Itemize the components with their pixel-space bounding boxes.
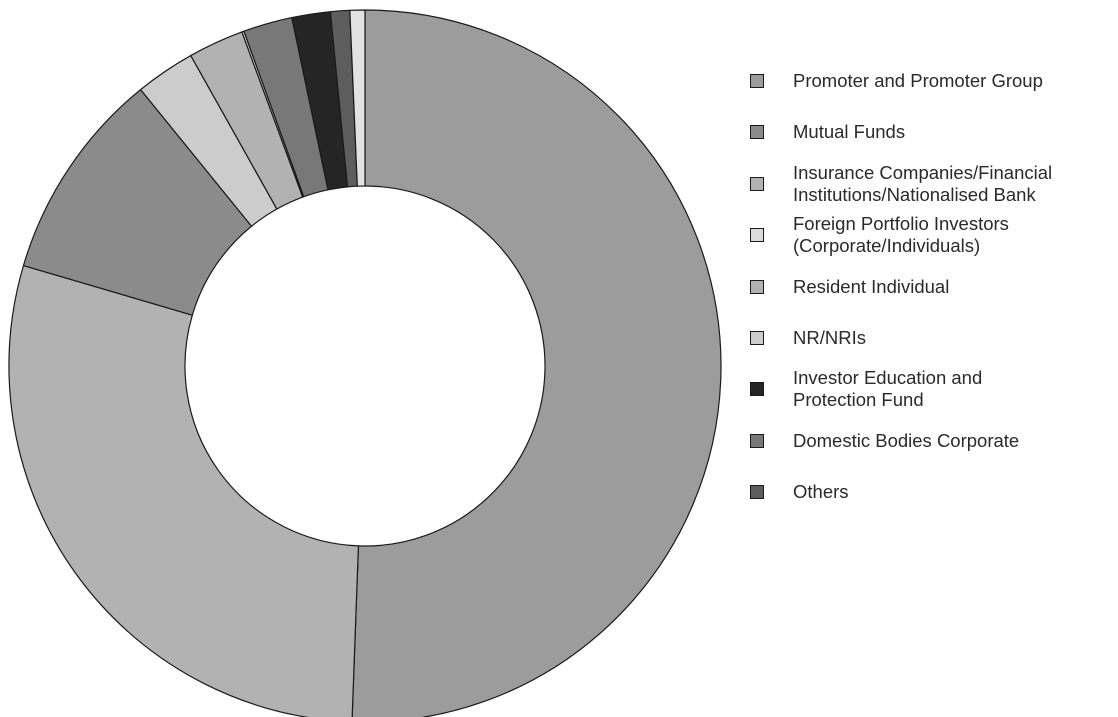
legend-label: Insurance Companies/Financial Institutio… [793,161,1053,205]
legend-swatch [750,331,764,345]
slice-promoter-and-promoter-group [351,9,722,717]
legend-label: Resident Individual [793,275,950,297]
legend-swatch [750,382,764,397]
chart-legend: Promoter and Promoter Group Mutual Funds I… [750,0,1118,717]
legend-item-nr-nris: NR/NRIs [750,313,1118,363]
legend-label: Mutual Funds [793,121,906,143]
legend-swatch [750,279,764,294]
legend-label: Foreign Portfolio Investors (Corporate/I… [793,213,1009,257]
legend-label: Promoter and Promoter Group [793,70,1043,91]
legend-item-promoter-and-promoter-group: Promoter and Promoter Group [750,56,1118,106]
legend-label: Others [793,481,849,503]
legend-swatch [750,485,764,500]
legend-item-insurance-companies-financial-institutions-nationalised-bank: Insurance Companies/Financial Institutio… [750,159,1118,209]
legend-item-resident-individual: Resident Individual [750,262,1118,312]
legend-swatch [750,125,764,140]
shareholding-donut-chart [8,9,722,717]
legend-swatch [750,433,764,448]
legend-label: Domestic Bodies Corporate [793,429,1020,451]
legend-item-domestic-bodies-corporate: Domestic Bodies Corporate [750,416,1118,466]
slice-resident-individual [8,264,360,717]
legend-item-others: Others [750,467,1118,517]
legend-item-investor-education-and-protection-fund: Investor Education and Protection Fund [750,364,1118,414]
legend-item-foreign-portfolio-investors-corporate-individuals: Foreign Portfolio Investors (Corporate/I… [750,210,1118,260]
legend-swatch [750,176,764,191]
legend-item-mutual-funds: Mutual Funds [750,107,1118,157]
legend-label: Investor Education and Protection Fund [793,367,983,411]
legend-swatch [750,228,764,243]
legend-swatch [750,74,764,88]
legend-label: NR/NRIs [793,327,866,348]
slice-unlabelled-segment [349,9,366,187]
